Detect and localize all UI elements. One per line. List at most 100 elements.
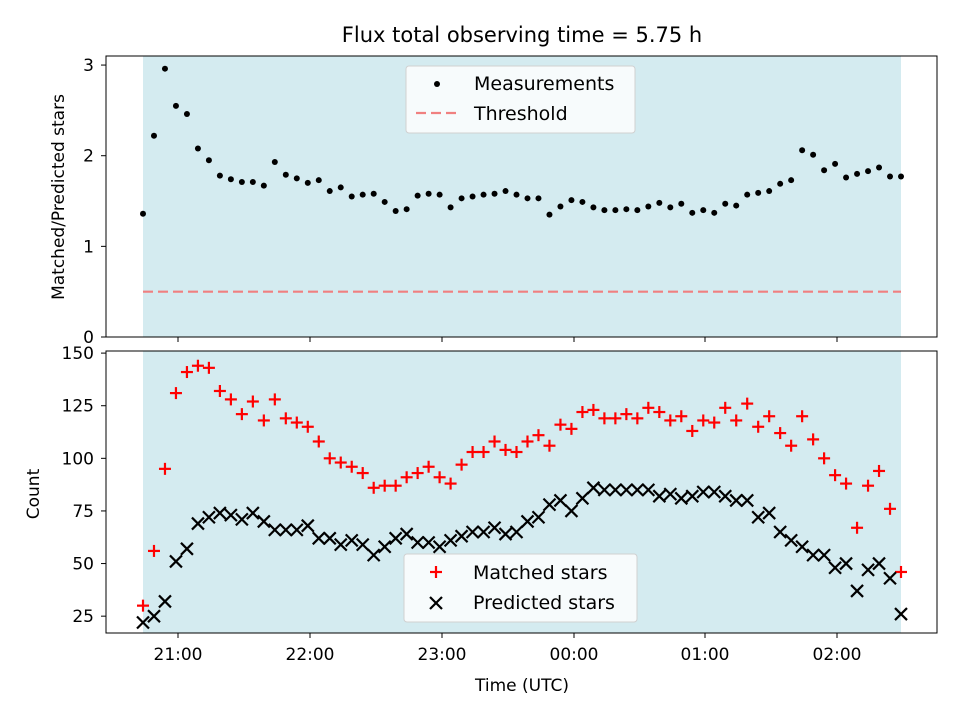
measurement-point: [469, 193, 476, 200]
matched-star-point: [224, 393, 237, 406]
matched-star-point: [664, 414, 677, 427]
chart-title: Flux total observing time = 5.75 h: [342, 23, 702, 47]
measurement-point: [348, 193, 355, 200]
measurement-point: [392, 208, 399, 215]
predicted-star-point: [169, 554, 183, 569]
predicted-x-b: [268, 523, 282, 537]
matched-star-point: [169, 387, 182, 400]
measurement-point: [326, 188, 333, 195]
predicted-x-b: [290, 523, 304, 537]
matched-star-point: [565, 422, 578, 435]
predicted-star-point: [883, 571, 897, 586]
measurement-point: [436, 191, 443, 198]
measurement-point: [590, 204, 597, 211]
predicted-x-b: [696, 485, 711, 499]
predicted-x-b: [685, 489, 700, 503]
predicted-star-point: [531, 510, 546, 525]
predicted-x-b: [257, 514, 271, 529]
matched-star-point: [279, 412, 292, 425]
legend-threshold-label: Threshold: [473, 103, 568, 125]
measurement-point: [260, 182, 267, 189]
predicted-star-point: [597, 483, 612, 497]
bottom-legend-box: [403, 553, 638, 623]
measurement-point: [381, 198, 388, 205]
measurement-point: [227, 176, 234, 183]
matched-star-point: [730, 414, 743, 427]
x-axis-label: Time (UTC): [474, 676, 569, 696]
measurement-point: [491, 190, 498, 197]
predicted-x-b: [773, 525, 787, 539]
predicted-star-point: [751, 510, 765, 525]
bottom-y-tick-label: 75: [72, 502, 94, 522]
measurement-point: [425, 190, 432, 197]
top-y-ticks: 0 1 2 3: [83, 56, 106, 348]
bottom-y-axis-label: Count: [24, 468, 44, 519]
top-y-tick-label: 1: [83, 237, 94, 257]
measurement-point: [293, 175, 300, 182]
bottom-y-tick-label: 125: [62, 397, 94, 417]
predicted-star-point: [147, 609, 161, 623]
bottom-y-tick-label: 100: [62, 449, 94, 469]
measurement-point: [304, 179, 311, 186]
predicted-star-point: [454, 529, 469, 543]
predicted-x-b: [213, 506, 227, 520]
measurement-point: [689, 209, 696, 216]
matched-star-point: [334, 456, 347, 469]
measurement-point: [513, 191, 520, 198]
measurement-point: [271, 159, 278, 166]
measurement-point: [535, 195, 542, 202]
legend-predicted-marker: [429, 596, 443, 610]
predicted-star-point: [257, 514, 271, 529]
measurement-point: [634, 207, 641, 214]
matched-star-point: [862, 479, 875, 492]
measurement-point: [623, 206, 630, 213]
measurement-point: [315, 177, 322, 184]
predicted-x-b: [575, 491, 590, 506]
predicted-star-point: [520, 514, 535, 529]
predicted-x-b: [366, 548, 381, 562]
predicted-star-point: [509, 525, 524, 539]
predicted-star-point: [564, 504, 579, 518]
measurement-point: [205, 157, 212, 164]
matched-star-point: [741, 397, 754, 410]
predicted-x-b: [806, 548, 820, 562]
predicted-x-b: [641, 483, 656, 497]
predicted-star-point: [333, 537, 348, 552]
matched-star-point: [488, 435, 501, 448]
measurement-point: [678, 200, 685, 207]
predicted-x-b: [509, 525, 524, 539]
matched-star-point: [818, 452, 831, 465]
matched-star-point: [301, 420, 314, 433]
top-legend: Measurements Threshold: [405, 65, 636, 134]
matched-star-point: [257, 414, 270, 427]
predicted-star-point: [773, 525, 787, 539]
measurement-point: [458, 195, 465, 202]
predicted-star-point: [762, 506, 776, 520]
matched-star-point: [312, 435, 325, 448]
measurement-point: [832, 160, 839, 167]
top-y-axis-label: Matched/Predicted stars: [49, 94, 69, 300]
measurement-point: [612, 207, 619, 214]
predicted-star-point: [355, 537, 370, 552]
predicted-x-b: [246, 506, 260, 520]
legend-predicted-label: Predicted stars: [473, 592, 615, 614]
predicted-star-point: [224, 508, 238, 522]
matched-star-point: [158, 462, 171, 475]
bottom-legend: Matched stars Predicted stars: [403, 553, 638, 623]
bottom-x-ticks: 21:00 22:00 23:00 00:00 01:00 02:00: [154, 633, 862, 665]
x-tick-label: 23:00: [418, 645, 467, 665]
predicted-star-point: [191, 516, 205, 531]
predicted-x-b: [619, 483, 634, 497]
matched-star-point: [576, 406, 589, 419]
predicted-x-b: [784, 533, 798, 548]
bottom-y-tick-label: 50: [72, 555, 94, 575]
measurement-point: [887, 173, 894, 180]
measurement-point: [447, 204, 454, 211]
measurement-point: [172, 102, 179, 109]
matched-star-point: [697, 414, 710, 427]
matched-star-point: [719, 401, 732, 414]
predicted-star-point: [498, 527, 513, 541]
bottom-marks: [136, 359, 908, 630]
predicted-star-point: [443, 533, 458, 548]
